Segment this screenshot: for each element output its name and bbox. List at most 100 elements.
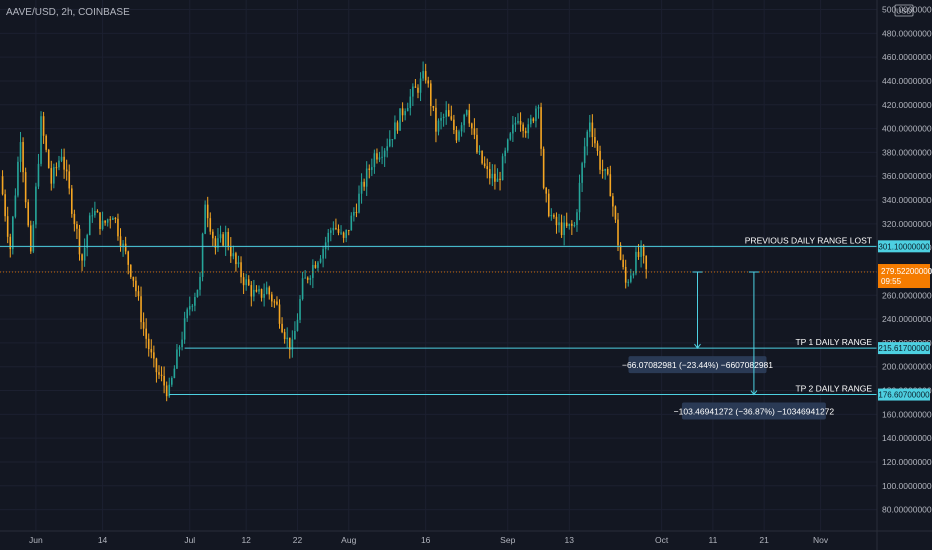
candle-body [347, 229, 350, 231]
candle-body [463, 114, 465, 126]
measure-arrow [694, 343, 701, 349]
x-tick-label: 14 [98, 535, 108, 545]
candle-body [422, 71, 424, 79]
candle-body [81, 254, 83, 261]
candle-body [471, 123, 473, 129]
candle-body [37, 163, 40, 187]
candle-body [237, 262, 240, 265]
currency-badge [894, 4, 914, 17]
candle-body [506, 139, 509, 151]
candle-body [596, 143, 599, 151]
level-price-badge [878, 342, 930, 355]
candle-body [604, 169, 606, 171]
candle-body [86, 235, 88, 248]
candle-body [1, 176, 4, 195]
candle-body [340, 232, 342, 234]
candle-body [404, 111, 406, 116]
candle-body [624, 267, 627, 283]
current-price-countdown: 09:55 [881, 277, 902, 286]
y-tick-label: 340.00000000 [882, 195, 932, 205]
candle-body [68, 171, 71, 189]
candle-body [483, 163, 486, 167]
candle-body [73, 213, 76, 225]
candle-body [232, 253, 235, 257]
candle-body [217, 238, 219, 248]
candle-body [568, 223, 571, 226]
candle-body [250, 285, 253, 297]
candle-body [319, 258, 322, 263]
candle-body [278, 304, 281, 324]
candle-body [196, 289, 199, 298]
candle-body [9, 236, 12, 250]
candle-body [224, 232, 227, 246]
candle-body [206, 204, 209, 219]
candle-body [163, 375, 165, 386]
candle-body [481, 150, 483, 164]
candle-body [396, 122, 399, 131]
candle-body [271, 294, 273, 302]
candle-body [71, 188, 73, 214]
candle-body [540, 107, 542, 149]
candle-body [517, 121, 519, 123]
candle-body [209, 218, 212, 232]
candle-body [594, 137, 596, 144]
y-tick-label: 120.00000000 [882, 457, 932, 467]
candle-body [365, 168, 368, 187]
candle-body [322, 249, 324, 259]
candle-body [591, 122, 594, 138]
candle-body [632, 273, 635, 276]
candle-body [40, 116, 42, 164]
candle-body [532, 118, 535, 122]
measure-label: −66.07082981 (−23.44%) −6607082981 [622, 360, 773, 370]
level-price-badge [878, 240, 930, 253]
y-tick-label: 420.00000000 [882, 100, 932, 110]
candle-body [606, 169, 609, 175]
candle-body [47, 149, 50, 169]
measure-label-box [628, 356, 767, 374]
candle-body [155, 358, 158, 373]
candle-body [27, 202, 30, 226]
candle-body [424, 71, 427, 81]
candle-body [468, 110, 471, 124]
candle-body [288, 337, 291, 350]
measurement-tools[interactable]: −66.07082981 (−23.44%) −6607082981 −103.4… [622, 271, 835, 420]
candle-body [265, 287, 268, 294]
time-axis[interactable]: Jun 14 Jul 12 22 Aug 16 Sep 13 Oct 11 21 Nov [29, 535, 829, 545]
candle-body [430, 83, 432, 106]
candle-body [645, 255, 648, 270]
candle-body [514, 122, 517, 125]
level-price-label: 176.60700000 [878, 391, 930, 400]
x-tick-label: Sep [500, 535, 515, 545]
candle-body [355, 211, 358, 213]
candle-body [214, 238, 217, 248]
candle-body [101, 220, 104, 230]
x-tick-label: 16 [421, 535, 431, 545]
candle-body [119, 236, 122, 247]
candle-body [571, 223, 573, 226]
candle-body [401, 108, 404, 116]
candle-body [417, 87, 419, 93]
candle-body [306, 277, 309, 280]
candle-body [432, 105, 435, 108]
candle-body [450, 116, 453, 120]
y-tick-label: 200.00000000 [882, 362, 932, 372]
candle-body [612, 196, 614, 207]
measure-label: −103.46941272 (−36.87%) −10346941272 [674, 407, 835, 417]
candle-body [291, 339, 294, 350]
candle-body [273, 301, 276, 303]
candle-body [406, 107, 409, 112]
x-tick-label: 13 [565, 535, 575, 545]
candle-body [32, 224, 35, 252]
candle-body [588, 122, 591, 132]
candle-body [260, 289, 263, 298]
candle-body [530, 118, 532, 125]
price-axis[interactable]: 80.00000000 100.00000000 120.00000000 140.0… [882, 5, 932, 515]
candle-body [137, 291, 140, 297]
candle-body [312, 264, 314, 278]
candle-body [188, 306, 191, 310]
candlestick-series [1, 61, 648, 402]
candle-body [547, 193, 550, 217]
candle-body [153, 352, 155, 359]
candle-body [109, 219, 112, 221]
